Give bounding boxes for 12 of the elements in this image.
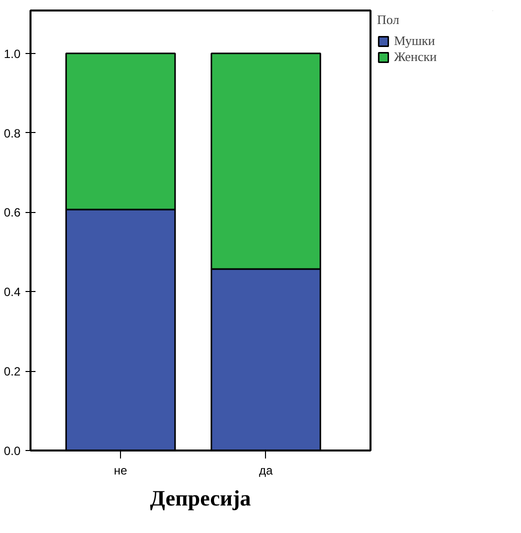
x-tick-label: не (114, 464, 128, 478)
x-axis-title: Депресија (150, 486, 251, 510)
y-tick-label: 0.8 (4, 126, 21, 140)
y-tick-label: 0.0 (4, 444, 21, 458)
y-tick-label: 1.0 (4, 46, 21, 61)
legend-label: Женски (394, 49, 437, 65)
legend-label: Мушки (394, 33, 436, 49)
y-tick-label: 0.2 (4, 364, 21, 379)
x-tick-label: да (259, 464, 274, 478)
legend-title: Пол (377, 12, 400, 28)
y-tick-label: 0.4 (4, 285, 21, 300)
y-tick-label: 0.6 (4, 206, 21, 220)
